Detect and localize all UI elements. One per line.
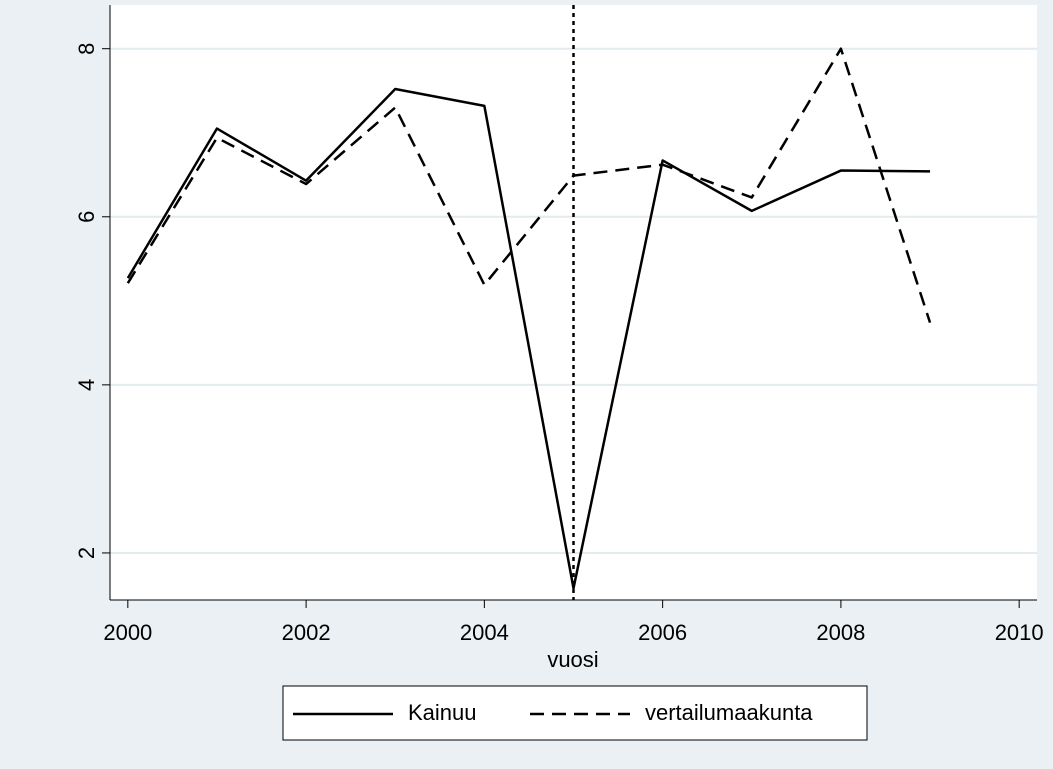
legend-label: vertailumaakunta (645, 700, 813, 725)
x-tick-label: 2002 (282, 620, 331, 645)
line-series (126, 87, 931, 590)
line-series (126, 47, 932, 324)
y-tick-label: 2 (74, 547, 99, 559)
x-tick-label: 2010 (995, 620, 1044, 645)
x-tick-label: 2000 (103, 620, 152, 645)
y-tick-label: 8 (74, 43, 99, 55)
x-axis-label: vuosi (547, 647, 598, 672)
x-tick-label: 2004 (460, 620, 509, 645)
x-tick-label: 2008 (816, 620, 865, 645)
legend-label: Kainuu (408, 700, 477, 725)
y-tick-label: 4 (74, 379, 99, 391)
x-tick-label: 2006 (638, 620, 687, 645)
y-tick-label: 6 (74, 211, 99, 223)
